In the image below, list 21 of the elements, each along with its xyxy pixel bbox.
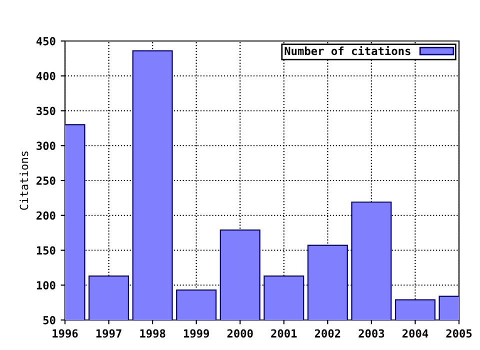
x-tick-label: 2001 xyxy=(271,329,297,338)
x-tick-label: 1998 xyxy=(140,329,166,338)
y-tick-label: 100 xyxy=(36,281,56,290)
x-tick-label: 2003 xyxy=(358,329,384,338)
x-tick-label: 2004 xyxy=(402,329,428,338)
y-tick-label: 250 xyxy=(36,176,56,185)
x-tick-label: 1996 xyxy=(52,329,78,338)
x-tick-label: 2002 xyxy=(314,329,340,338)
x-tick-label: 2005 xyxy=(446,329,472,338)
legend-label: Number of citations xyxy=(284,46,410,56)
x-tick-label: 2000 xyxy=(227,329,253,338)
y-tick-label: 400 xyxy=(36,72,56,80)
y-axis-title: Citations xyxy=(20,151,28,210)
x-tick-label: 1997 xyxy=(96,329,122,338)
y-tick-label: 350 xyxy=(36,106,56,116)
y-tick-label: 450 xyxy=(36,36,56,46)
x-tick-label: 1999 xyxy=(184,329,209,338)
y-tick-label: 200 xyxy=(36,211,56,220)
y-tick-label: 300 xyxy=(36,142,56,150)
y-tick-label: 50 xyxy=(43,316,56,324)
y-tick-label: 150 xyxy=(36,246,56,255)
